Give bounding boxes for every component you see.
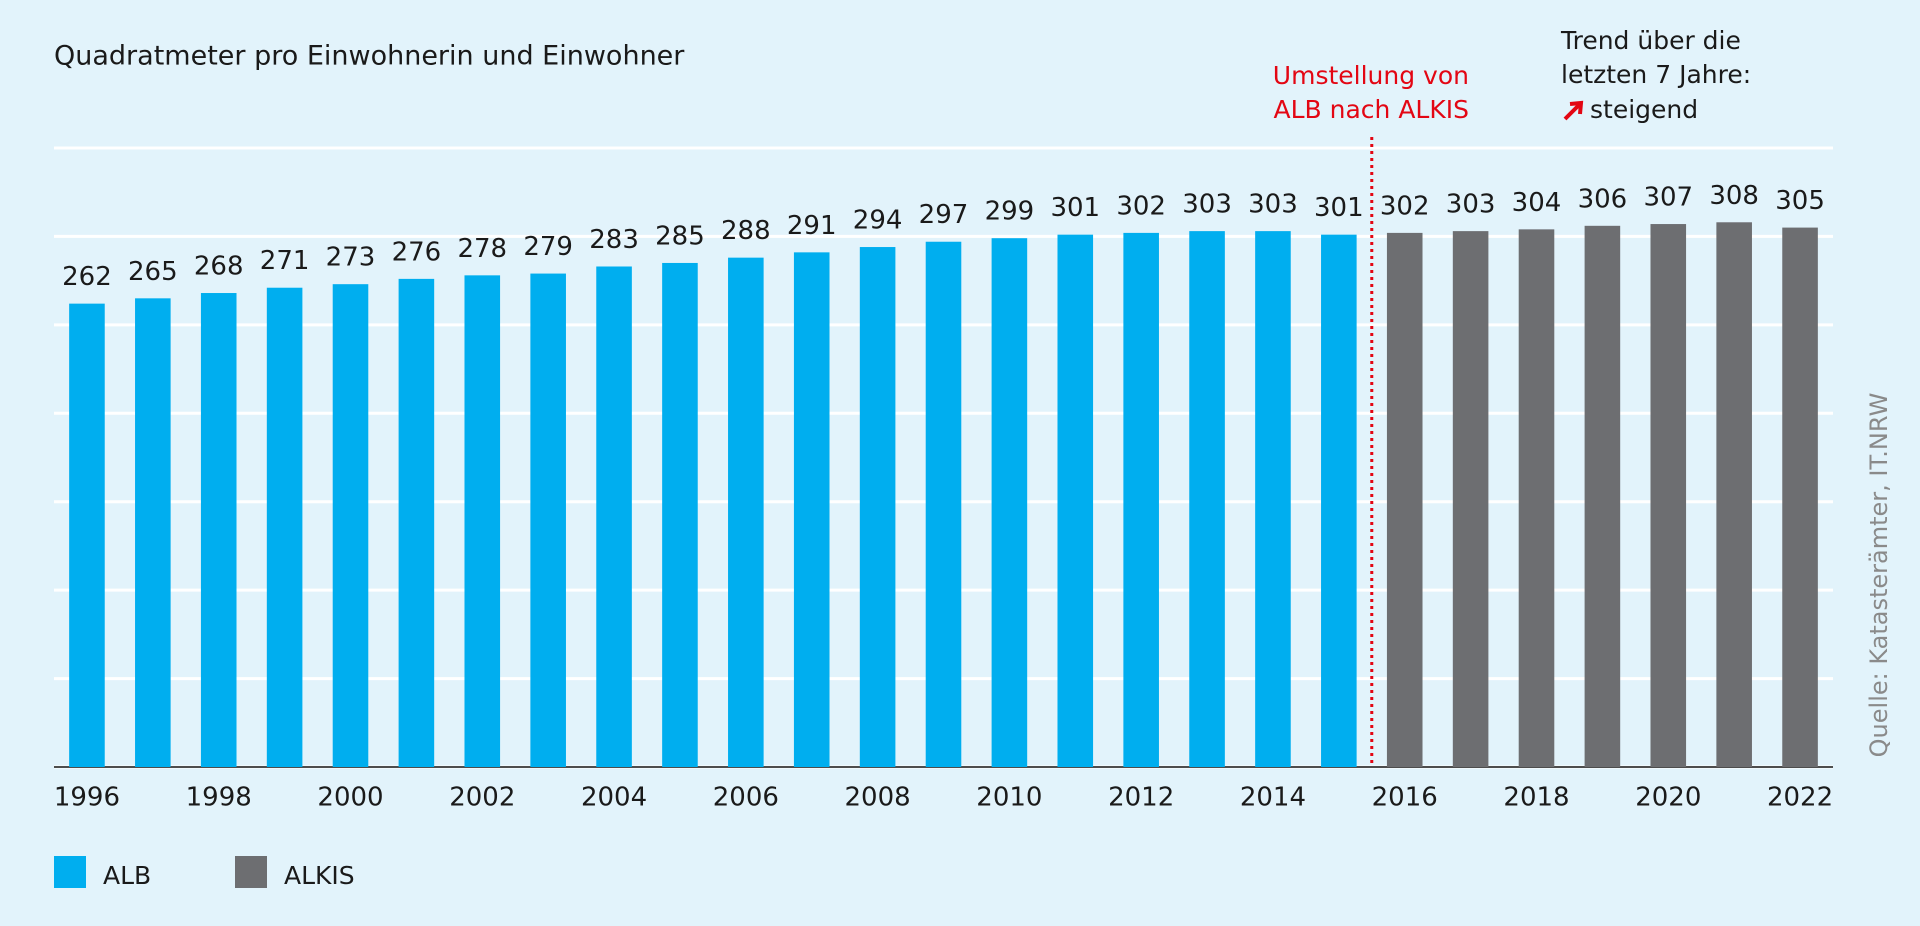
bar <box>991 238 1028 767</box>
value-label: 268 <box>194 252 244 282</box>
value-label: 303 <box>1446 190 1496 220</box>
value-label: 305 <box>1775 186 1825 216</box>
bar <box>1452 231 1489 767</box>
bar <box>530 273 566 767</box>
bar <box>662 262 698 767</box>
bar <box>135 298 171 767</box>
legend-swatch <box>54 856 86 888</box>
switch-annotation: Umstellung von <box>1273 61 1469 90</box>
bar <box>464 275 501 767</box>
x-tick-label: 2010 <box>976 783 1042 813</box>
value-label: 297 <box>919 200 969 230</box>
value-label: 273 <box>326 243 376 273</box>
x-tick-label: 2004 <box>581 783 647 813</box>
value-label: 302 <box>1116 191 1166 221</box>
x-tick-label: 2018 <box>1503 783 1569 813</box>
value-label: 304 <box>1512 188 1562 218</box>
bar <box>200 293 237 767</box>
value-label: 262 <box>62 262 112 292</box>
x-tick-label: 2014 <box>1240 783 1306 813</box>
value-label: 291 <box>787 211 837 241</box>
x-tick-label: 2016 <box>1372 783 1438 813</box>
x-tick-label: 1998 <box>186 783 252 813</box>
value-label: 279 <box>523 232 573 262</box>
x-tick-label: 2022 <box>1767 783 1833 813</box>
value-label: 301 <box>1050 193 1100 223</box>
bar <box>1518 229 1555 768</box>
x-tick-label: 1996 <box>54 783 120 813</box>
bar <box>1716 222 1752 767</box>
value-label: 306 <box>1578 184 1628 214</box>
value-label: 285 <box>655 221 705 251</box>
value-label: 288 <box>721 216 771 246</box>
legend-label: ALKIS <box>284 861 355 890</box>
bar <box>1386 232 1423 768</box>
value-label: 283 <box>589 225 639 255</box>
value-label: 276 <box>392 237 442 267</box>
value-label: 299 <box>985 197 1035 227</box>
bar <box>1782 227 1818 768</box>
value-label: 271 <box>260 246 310 276</box>
legend-label: ALB <box>103 861 151 890</box>
x-tick-label: 2000 <box>317 783 383 813</box>
x-tick-label: 2008 <box>845 783 911 813</box>
bar <box>69 303 105 767</box>
value-label: 307 <box>1643 183 1693 213</box>
source: Quelle: Katasterämter, IT.NRW <box>1865 393 1893 758</box>
bar <box>1650 224 1687 767</box>
chart-title: Quadratmeter pro Einwohnerin und Einwohn… <box>54 41 685 72</box>
bar <box>332 284 369 767</box>
bar <box>1321 234 1357 767</box>
value-label: 303 <box>1182 190 1232 220</box>
x-tick-label: 2020 <box>1635 783 1701 813</box>
bar <box>859 247 896 768</box>
trend-arrow <box>1563 100 1584 121</box>
bar <box>728 257 764 767</box>
bar <box>1057 234 1094 767</box>
x-tick-label: 2002 <box>449 783 515 813</box>
value-label: 294 <box>853 206 903 236</box>
bar <box>266 287 303 767</box>
value-label: 278 <box>457 234 507 264</box>
bar <box>1255 231 1291 767</box>
value-label: 308 <box>1709 181 1759 211</box>
switch-annotation: ALB nach ALKIS <box>1274 95 1470 124</box>
value-label: 301 <box>1314 193 1364 223</box>
trend-label: steigend <box>1590 95 1698 124</box>
trend-annotation: Trend über die <box>1560 26 1741 55</box>
value-label: 265 <box>128 257 178 287</box>
x-tick-label: 2006 <box>713 783 779 813</box>
value-label: 303 <box>1248 190 1298 220</box>
bar <box>596 266 632 767</box>
trend-annotation: letzten 7 Jahre: <box>1561 60 1751 89</box>
bar <box>1123 232 1159 768</box>
legend-swatch <box>235 856 267 888</box>
bar <box>398 278 435 767</box>
bar <box>925 241 962 768</box>
bar <box>793 252 830 768</box>
bar <box>1189 231 1225 767</box>
value-label: 302 <box>1380 191 1430 221</box>
x-tick-label: 2012 <box>1108 783 1174 813</box>
bar <box>1584 225 1621 767</box>
